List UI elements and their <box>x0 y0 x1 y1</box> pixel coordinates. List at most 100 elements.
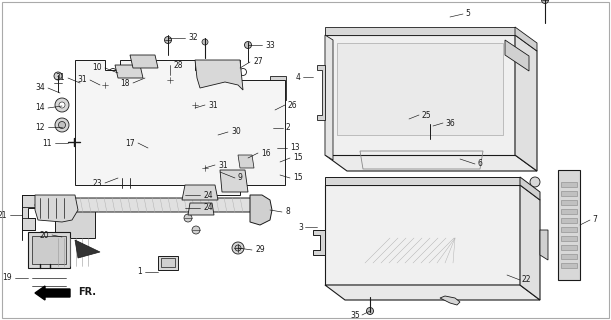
FancyArrow shape <box>35 286 70 300</box>
Circle shape <box>232 242 244 254</box>
Bar <box>32 236 66 264</box>
Circle shape <box>216 68 224 76</box>
Bar <box>561 218 577 223</box>
Circle shape <box>109 68 117 76</box>
Text: 24: 24 <box>203 190 213 199</box>
Bar <box>561 236 577 241</box>
Circle shape <box>275 170 285 180</box>
Bar <box>118 162 136 178</box>
Text: 29: 29 <box>255 245 265 254</box>
Bar <box>561 200 577 205</box>
Circle shape <box>202 165 208 171</box>
Polygon shape <box>182 185 218 200</box>
Polygon shape <box>22 195 35 230</box>
Text: 4: 4 <box>296 73 301 82</box>
Bar <box>270 76 286 100</box>
Text: 27: 27 <box>253 58 263 67</box>
Bar <box>152 96 222 148</box>
Bar <box>100 95 240 165</box>
Circle shape <box>192 102 198 108</box>
Polygon shape <box>115 65 143 78</box>
Bar <box>561 227 577 232</box>
Text: 24: 24 <box>203 204 213 212</box>
Bar <box>138 60 166 78</box>
Text: 3: 3 <box>298 222 303 231</box>
Ellipse shape <box>439 146 461 158</box>
Circle shape <box>390 112 404 126</box>
Polygon shape <box>515 35 537 171</box>
Polygon shape <box>325 185 520 285</box>
Text: 7: 7 <box>592 215 597 225</box>
Bar <box>558 170 580 280</box>
Ellipse shape <box>435 143 465 161</box>
Circle shape <box>522 253 529 260</box>
Circle shape <box>394 116 400 122</box>
Circle shape <box>530 177 540 187</box>
Text: 28: 28 <box>173 60 183 69</box>
Text: 18: 18 <box>120 78 130 87</box>
Polygon shape <box>540 230 548 260</box>
Polygon shape <box>250 195 272 225</box>
Polygon shape <box>35 195 78 222</box>
Circle shape <box>275 157 285 167</box>
Bar <box>561 263 577 268</box>
Text: 12: 12 <box>35 123 45 132</box>
Text: 8: 8 <box>285 207 290 217</box>
Circle shape <box>272 143 282 153</box>
Circle shape <box>59 102 65 108</box>
Ellipse shape <box>404 148 426 161</box>
Text: 36: 36 <box>445 118 455 127</box>
Polygon shape <box>325 155 537 171</box>
Ellipse shape <box>400 145 430 163</box>
Text: 22: 22 <box>522 276 532 284</box>
Circle shape <box>214 129 222 137</box>
Polygon shape <box>220 170 248 192</box>
Polygon shape <box>75 240 100 258</box>
Polygon shape <box>520 177 540 200</box>
Circle shape <box>84 68 92 76</box>
Polygon shape <box>325 27 515 35</box>
Bar <box>561 182 577 187</box>
Polygon shape <box>75 60 285 195</box>
Ellipse shape <box>365 148 395 166</box>
Polygon shape <box>313 230 325 255</box>
Text: 20: 20 <box>39 230 49 239</box>
Text: 25: 25 <box>421 110 431 119</box>
Circle shape <box>278 173 282 177</box>
Polygon shape <box>440 296 460 305</box>
Circle shape <box>274 146 279 150</box>
Bar <box>152 143 184 165</box>
Bar <box>55 210 95 238</box>
Polygon shape <box>35 198 255 212</box>
Text: 30: 30 <box>231 127 241 137</box>
Polygon shape <box>505 40 529 71</box>
Bar <box>273 114 283 128</box>
Polygon shape <box>188 203 214 215</box>
Text: 5: 5 <box>465 10 470 19</box>
Text: FR.: FR. <box>78 287 96 297</box>
Polygon shape <box>317 65 325 120</box>
Text: 15: 15 <box>293 154 302 163</box>
Bar <box>561 245 577 250</box>
Bar <box>561 254 577 259</box>
Text: 9: 9 <box>238 173 243 182</box>
Circle shape <box>55 118 69 132</box>
Bar <box>158 256 178 270</box>
Circle shape <box>167 77 173 83</box>
Circle shape <box>55 98 69 112</box>
Text: 17: 17 <box>125 139 135 148</box>
Bar <box>561 209 577 214</box>
Text: 15: 15 <box>293 173 302 182</box>
Text: 16: 16 <box>261 148 271 157</box>
Circle shape <box>54 72 62 80</box>
Text: 32: 32 <box>188 34 197 43</box>
Text: 6: 6 <box>477 159 482 169</box>
Circle shape <box>240 68 246 76</box>
Text: 21: 21 <box>0 211 7 220</box>
Text: 31: 31 <box>218 161 228 170</box>
Text: 14: 14 <box>35 103 45 113</box>
Polygon shape <box>520 185 540 300</box>
Text: 31: 31 <box>208 100 218 109</box>
Ellipse shape <box>369 150 391 164</box>
Circle shape <box>164 36 172 44</box>
